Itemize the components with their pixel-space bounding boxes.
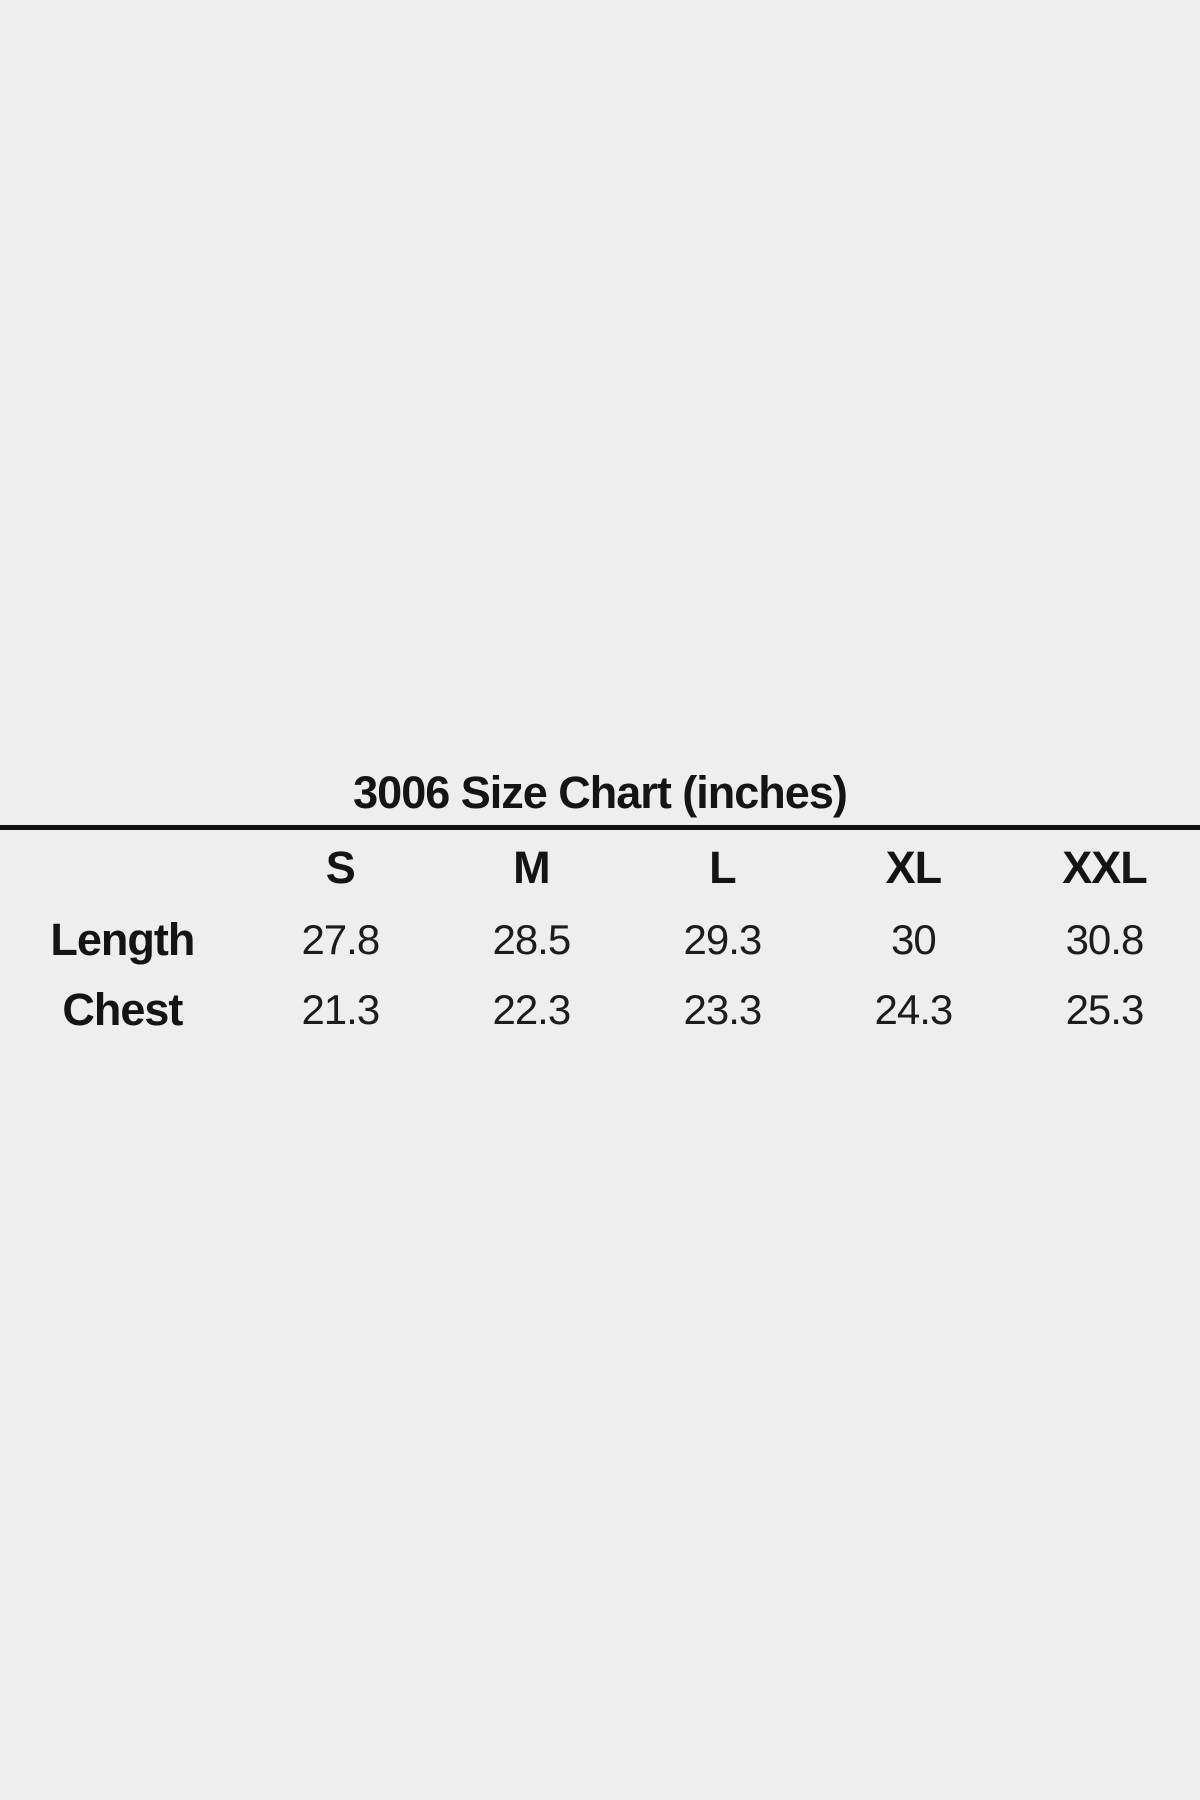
- header-cell-size-l: L: [709, 841, 737, 893]
- size-chart-table: S M L XL XXL Length 27.8 28.5 29.3 30 30…: [0, 830, 1200, 1045]
- size-chart: 3006 Size Chart (inches) S M L XL XXL: [0, 770, 1200, 1045]
- row-label-length: Length: [50, 914, 195, 965]
- table-header-row: S M L XL XXL: [0, 830, 1200, 905]
- table-row-length: Length 27.8 28.5 29.3 30 30.8: [0, 905, 1200, 975]
- row-label-chest: Chest: [62, 984, 183, 1035]
- header-cell-size-xl: XL: [885, 841, 943, 893]
- chest-value-m: 22.3: [492, 986, 571, 1033]
- header-cell-size-s: S: [325, 841, 356, 893]
- title-divider-line: [0, 825, 1200, 830]
- length-value-s: 27.8: [301, 916, 380, 963]
- size-chart-title: 3006 Size Chart (inches): [353, 767, 848, 818]
- chest-value-l: 23.3: [683, 986, 763, 1033]
- length-value-m: 28.5: [492, 916, 571, 963]
- chest-value-xxl: 25.3: [1065, 986, 1145, 1033]
- length-value-l: 29.3: [683, 916, 763, 963]
- header-cell-size-xxl: XXL: [1062, 841, 1148, 893]
- length-value-xl: 30: [891, 916, 937, 963]
- header-cell-blank: [0, 830, 245, 905]
- header-cell-size-m: M: [513, 841, 551, 893]
- chest-value-s: 21.3: [301, 986, 380, 1033]
- length-value-xxl: 30.8: [1065, 916, 1145, 963]
- table-row-chest: Chest 21.3 22.3 23.3 24.3 25.3: [0, 975, 1200, 1045]
- chest-value-xl: 24.3: [874, 986, 954, 1033]
